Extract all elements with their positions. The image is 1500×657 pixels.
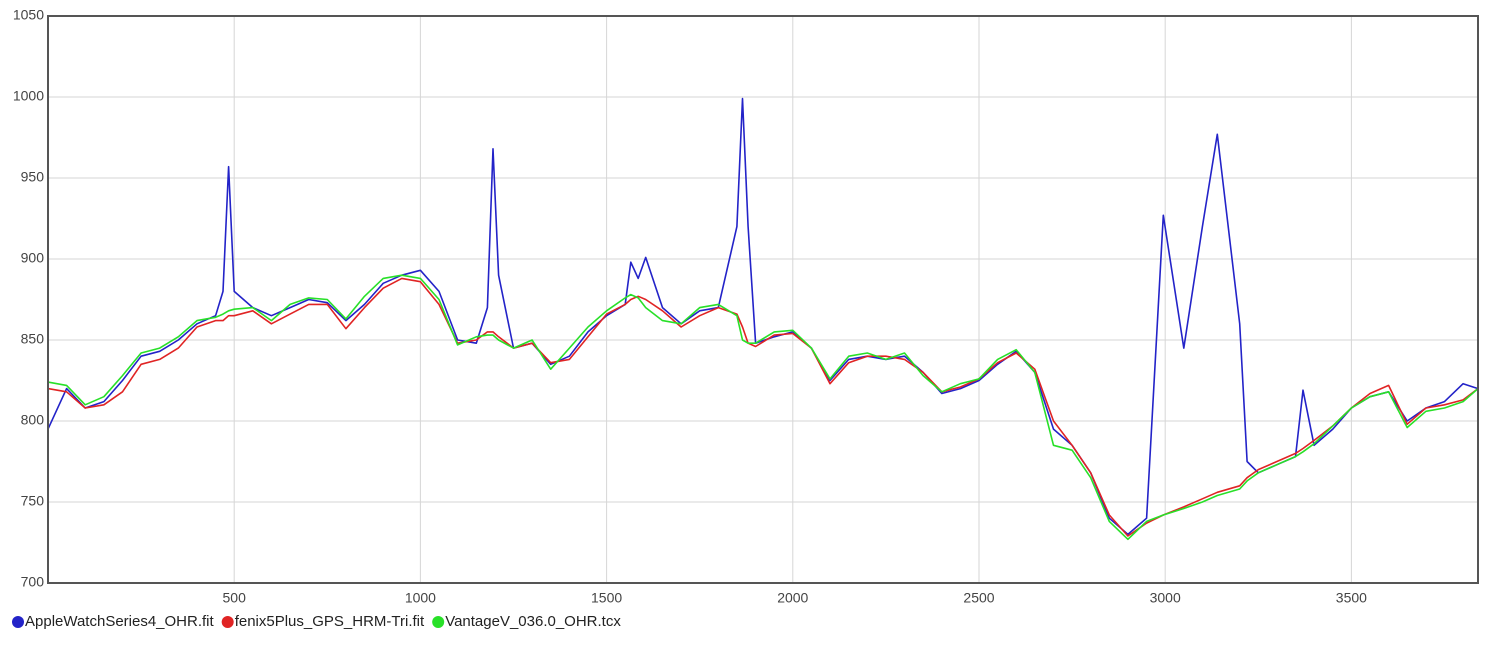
x-tick-label: 1500	[591, 590, 622, 606]
y-tick-label: 1050	[13, 7, 44, 23]
x-tick-label: 3500	[1336, 590, 1367, 606]
lines	[47, 97, 1479, 541]
y-tick-label: 750	[21, 493, 45, 509]
plot-frame	[47, 15, 1479, 584]
legend: AppleWatchSeries4_OHR.fit fenix5Plus_GPS_…	[12, 613, 621, 630]
legend-marker	[221, 616, 234, 628]
y-tick-label: 1000	[13, 88, 44, 104]
y-tick-label: 900	[21, 250, 45, 266]
legend-label: VantageV_036.0_OHR.tcx	[445, 613, 621, 630]
labels: 700 750 800 850 900 950 1000 1050 500 1000 1500 200…	[13, 7, 1367, 606]
x-tick-label: 500	[223, 590, 247, 606]
legend-label: fenix5Plus_GPS_HRM-Tri.fit	[235, 613, 425, 630]
y-tick-label: 800	[21, 412, 45, 428]
legend-label: AppleWatchSeries4_OHR.fit	[25, 613, 215, 630]
y-tick-label: 950	[21, 169, 45, 185]
y-tick-label: 700	[21, 574, 45, 590]
legend-marker	[432, 616, 445, 628]
x-tick-label: 1000	[405, 590, 436, 606]
series-line	[47, 277, 1479, 537]
x-tick-label: 2000	[777, 590, 808, 606]
y-tick-label: 850	[21, 331, 45, 347]
x-tick-label: 3000	[1150, 590, 1181, 606]
series-line	[47, 274, 1479, 541]
grid	[48, 15, 1478, 584]
x-tick-label: 2500	[963, 590, 994, 606]
legend-marker	[12, 616, 24, 628]
